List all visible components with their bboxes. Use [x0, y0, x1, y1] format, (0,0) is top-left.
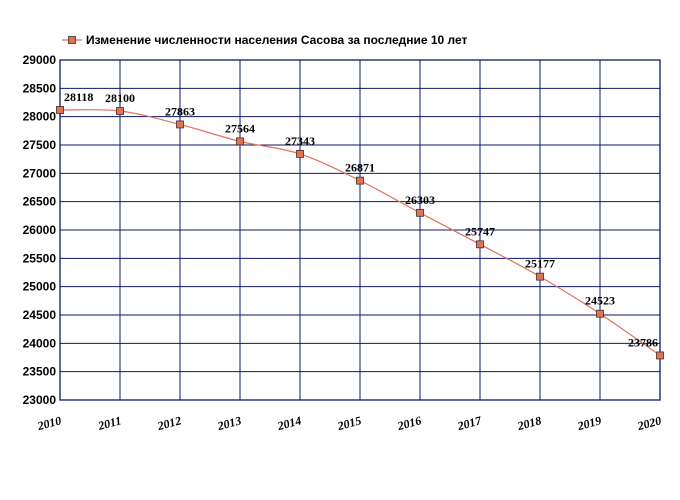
series-line: [56, 106, 664, 360]
y-tick-label: 26000: [23, 223, 57, 237]
data-label: 26303: [405, 193, 435, 207]
legend: Изменение численности населения Сасова з…: [62, 33, 468, 47]
y-tick-label: 28500: [23, 81, 57, 95]
series-path: [59, 109, 661, 356]
y-tick-label: 24000: [23, 336, 57, 350]
data-label: 27343: [285, 134, 315, 148]
x-tick-label: 2020: [635, 413, 663, 433]
data-point-marker: [176, 120, 184, 129]
data-point-marker: [596, 309, 604, 318]
x-tick-label: 2012: [155, 413, 183, 433]
x-tick-label: 2011: [96, 413, 123, 433]
x-tick-label: 2019: [575, 413, 603, 433]
legend-marker-swatch: [68, 36, 76, 44]
data-label: 27564: [225, 121, 255, 135]
x-tick-label: 2015: [335, 413, 363, 433]
data-label: 23786: [628, 335, 658, 349]
y-tick-label: 23500: [23, 365, 57, 379]
y-tick-label: 26500: [23, 195, 57, 209]
x-tick-label: 2018: [515, 413, 543, 433]
y-tick-label: 28000: [23, 110, 57, 124]
plot-frame: [59, 59, 661, 401]
x-tick-label: 2016: [395, 413, 423, 433]
y-tick-label: 23000: [23, 393, 57, 407]
data-labels: 28118 28100 27863 27564 27343 26871 26303 25747…: [64, 90, 658, 349]
x-tick-label: 2013: [215, 413, 243, 433]
y-tick-label: 25500: [23, 251, 57, 265]
data-label: 27863: [165, 104, 195, 118]
data-label: 28118: [64, 90, 93, 104]
data-point-marker: [416, 208, 424, 217]
x-tick-label: 2014: [275, 413, 303, 433]
data-label: 25177: [525, 257, 555, 271]
data-point-marker: [356, 176, 364, 185]
y-axis-ticks: 23000 23500 24000 24500 25000 25500 26000 26500…: [23, 53, 57, 407]
x-tick-label: 2010: [35, 413, 63, 433]
y-tick-label: 25000: [23, 280, 57, 294]
x-tick-label: 2017: [455, 413, 484, 433]
data-point-marker: [536, 272, 544, 281]
data-point-marker: [116, 107, 124, 115]
y-tick-label: 27500: [23, 138, 57, 152]
data-label: 24523: [585, 294, 615, 308]
data-point-marker: [476, 240, 484, 249]
data-label: 26871: [345, 161, 375, 175]
data-point-marker: [656, 351, 664, 360]
y-tick-label: 27000: [23, 166, 57, 180]
grid: [59, 59, 661, 401]
data-label: 25747: [465, 224, 495, 238]
x-axis-ticks: 2010 2011 2012 2013 2014 2015 2016 2017 2018 2019…: [35, 413, 663, 433]
data-point-marker: [236, 137, 244, 146]
y-tick-label: 29000: [23, 53, 57, 67]
legend-label: Изменение численности населения Сасова з…: [86, 33, 468, 47]
data-point-marker: [296, 149, 304, 158]
data-point-marker: [56, 106, 64, 114]
data-label: 28100: [105, 91, 135, 105]
y-tick-label: 24500: [23, 308, 57, 322]
